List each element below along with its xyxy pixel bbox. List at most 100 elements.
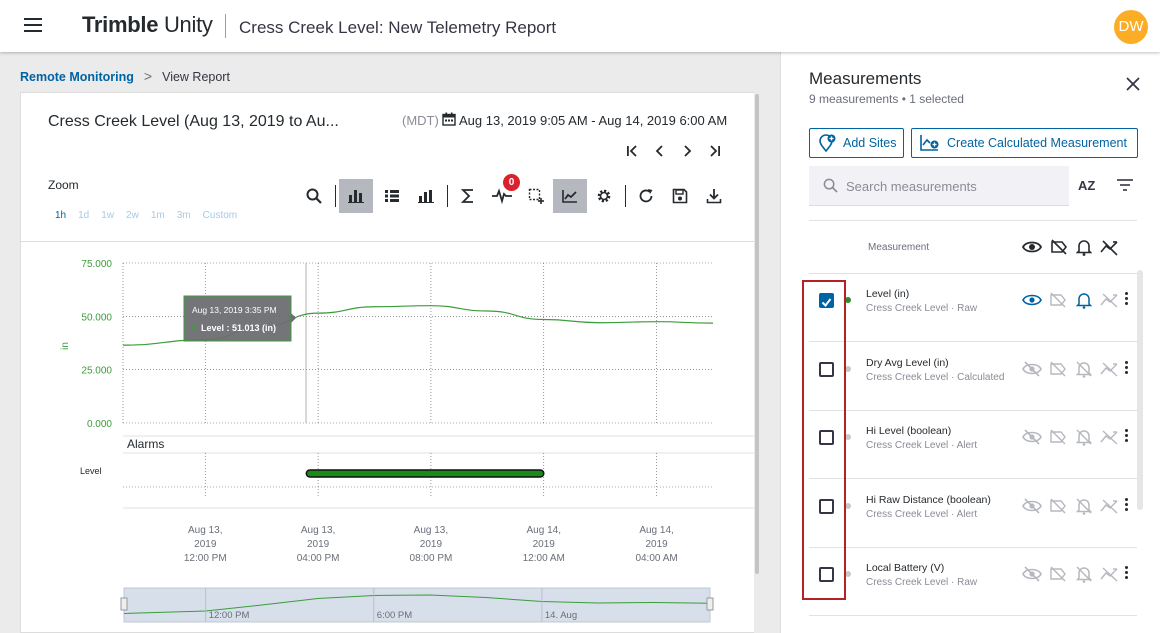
zoom-1d[interactable]: 1d	[78, 210, 90, 221]
time-navigation	[623, 143, 723, 159]
column-header-measurement: Measurement	[868, 242, 930, 253]
events-icon[interactable]: 0	[485, 174, 520, 213]
settings-icon[interactable]	[587, 179, 621, 213]
visibility-off-icon[interactable]	[1022, 564, 1042, 584]
add-sites-button[interactable]: Add Sites	[809, 128, 904, 158]
bell-off-icon[interactable]	[1074, 427, 1094, 447]
alarms-title: Alarms	[127, 437, 164, 451]
report-card: Cress Creek Level (Aug 13, 2019 to Au...…	[20, 92, 755, 633]
visibility-off-icon[interactable]	[1022, 496, 1042, 516]
telemetry-chart[interactable]: 75.000 50.000 25.000 0.000 in Aug 13, 2019 …	[21, 243, 754, 633]
trend-off-icon[interactable]	[1100, 496, 1120, 516]
top-bar: Trimble Unity Cress Creek Level: New Tel…	[0, 0, 1160, 52]
tag-off-icon[interactable]	[1048, 496, 1068, 516]
avatar[interactable]: DW	[1114, 10, 1148, 44]
bar-chart-icon[interactable]	[339, 179, 373, 213]
breadcrumb-remote-monitoring[interactable]: Remote Monitoring	[20, 70, 134, 84]
trend-off-icon[interactable]	[1100, 359, 1120, 379]
x-tick-label: 2019	[307, 539, 330, 550]
list-view-icon[interactable]	[375, 179, 409, 213]
create-calculated-button[interactable]: Create Calculated Measurement	[911, 128, 1138, 158]
tag-off-icon[interactable]	[1048, 564, 1068, 584]
navigator-line	[123, 594, 711, 614]
navigator-label: 12:00 PM	[209, 610, 250, 621]
tag-off-icon[interactable]	[1050, 238, 1068, 256]
visibility-icon[interactable]	[1022, 238, 1042, 256]
panel-scrollbar[interactable]	[1137, 270, 1143, 510]
bell-off-icon[interactable]	[1074, 564, 1094, 584]
tag-off-icon[interactable]	[1048, 290, 1068, 310]
navigator-handle-right[interactable]	[706, 597, 714, 611]
trend-off-icon[interactable]	[1100, 427, 1120, 447]
next-icon[interactable]	[677, 143, 696, 159]
navigator-handle-left[interactable]	[120, 597, 128, 611]
zoom-options: 1h 1d 1w 2w 1m 3m Custom	[55, 210, 237, 221]
trend-off-icon[interactable]	[1100, 564, 1120, 584]
save-icon[interactable]	[663, 179, 697, 213]
row-checkbox[interactable]	[819, 361, 834, 377]
more-options-icon[interactable]	[1122, 290, 1130, 310]
bell-icon[interactable]	[1074, 290, 1094, 310]
more-options-icon[interactable]	[1122, 359, 1130, 379]
sort-az-icon[interactable]: AZ	[1078, 178, 1096, 193]
row-checkbox[interactable]	[819, 567, 834, 582]
search-icon[interactable]	[297, 179, 331, 213]
x-tick-label: 2019	[420, 539, 443, 550]
zoom-label: Zoom	[48, 178, 79, 192]
refresh-icon[interactable]	[629, 179, 663, 213]
bell-icon[interactable]	[1076, 238, 1092, 256]
navigator-label: 6:00 PM	[377, 610, 412, 621]
x-tick-label: Aug 13,	[414, 525, 448, 536]
visibility-off-icon[interactable]	[1022, 427, 1042, 447]
tag-off-icon[interactable]	[1048, 427, 1068, 447]
box-select-icon[interactable]	[519, 179, 553, 213]
navigator-window[interactable]	[123, 587, 711, 623]
tag-off-icon[interactable]	[1048, 359, 1068, 379]
series-color-dot	[845, 434, 851, 440]
navigator-label: 14. Aug	[545, 610, 577, 621]
card-scrollbar-thumb[interactable]	[755, 94, 759, 574]
trend-off-icon[interactable]	[1100, 238, 1120, 256]
menu-icon[interactable]	[24, 18, 42, 32]
measurement-row[interactable]: Hi Level (boolean) Cress Creek Level · Al…	[809, 411, 1137, 479]
more-options-icon[interactable]	[1122, 496, 1130, 516]
card-divider	[21, 241, 754, 242]
more-options-icon[interactable]	[1122, 427, 1130, 447]
previous-icon[interactable]	[650, 143, 669, 159]
first-page-icon[interactable]	[623, 143, 642, 159]
measurement-row[interactable]: Hi Raw Distance (boolean) Cress Creek Lev…	[809, 480, 1137, 548]
bell-off-icon[interactable]	[1074, 359, 1094, 379]
trend-off-icon[interactable]	[1100, 290, 1120, 310]
zoom-1m[interactable]: 1m	[150, 210, 165, 221]
zoom-1h[interactable]: 1h	[55, 210, 67, 221]
grouped-bar-icon[interactable]	[409, 179, 443, 213]
selection-highlight	[802, 280, 846, 600]
search-input[interactable]	[846, 176, 1056, 196]
row-checkbox[interactable]	[819, 498, 834, 514]
x-tick-label: 12:00 AM	[523, 553, 565, 564]
measurement-row[interactable]: Level (in) Cress Creek Level · Raw	[809, 274, 1137, 342]
filter-icon[interactable]	[1117, 179, 1133, 191]
zoom-2w[interactable]: 2w	[126, 210, 139, 221]
bell-off-icon[interactable]	[1074, 496, 1094, 516]
last-page-icon[interactable]	[704, 143, 723, 159]
measurement-row[interactable]: Local Battery (V) Cress Creek Level · Raw	[809, 548, 1137, 616]
zoom-1w[interactable]: 1w	[101, 210, 115, 221]
date-range[interactable]: Aug 13, 2019 9:05 AM - Aug 14, 2019 6:00…	[459, 113, 728, 128]
visibility-icon[interactable]	[1022, 290, 1042, 310]
zoom-3m[interactable]: 3m	[176, 210, 191, 221]
calculated-chart-icon	[920, 135, 939, 151]
line-chart-icon[interactable]	[553, 179, 587, 213]
visibility-off-icon[interactable]	[1022, 359, 1042, 379]
alarm-bar[interactable]	[305, 469, 545, 478]
sum-icon[interactable]	[451, 179, 485, 213]
download-icon[interactable]	[697, 179, 731, 213]
row-checkbox[interactable]	[819, 430, 834, 445]
measurement-row[interactable]: Dry Avg Level (in) Cress Creek Level · Ca…	[809, 343, 1137, 411]
zoom-custom[interactable]: Custom	[202, 210, 238, 221]
close-icon[interactable]	[1125, 76, 1141, 92]
more-options-icon[interactable]	[1122, 564, 1130, 584]
range-navigator[interactable]: 12:00 PM 6:00 PM 14. Aug	[120, 587, 714, 623]
report-title: Cress Creek Level (Aug 13, 2019 to Au...	[48, 113, 339, 130]
row-checkbox[interactable]	[819, 293, 834, 308]
